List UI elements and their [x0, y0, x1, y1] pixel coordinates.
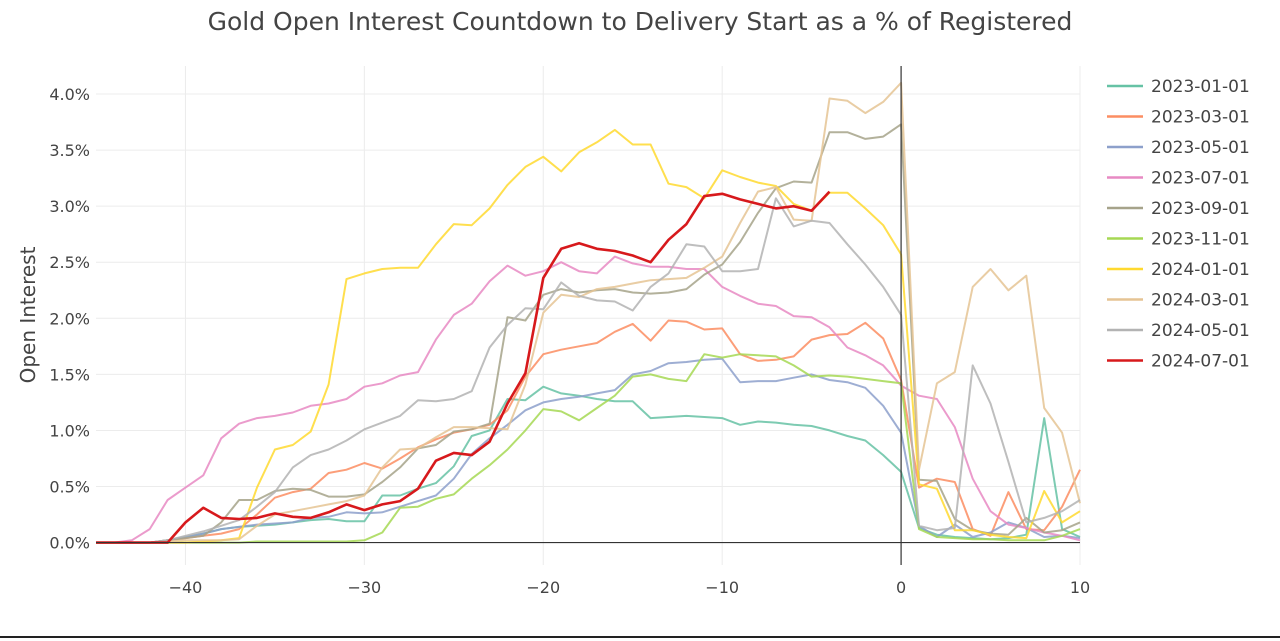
legend-label: 2024-01-01	[1151, 260, 1250, 280]
y-tick-label: 0.5%	[49, 478, 90, 497]
legend-label: 2023-05-01	[1151, 138, 1250, 158]
legend-label: 2024-07-01	[1151, 352, 1250, 372]
legend-item-2023-07-01[interactable]: 2023-07-01	[1107, 169, 1250, 189]
y-tick-label: 3.5%	[49, 141, 90, 160]
legend-label: 2023-03-01	[1151, 108, 1250, 128]
bottom-border	[0, 636, 1280, 638]
axes	[96, 66, 1080, 565]
y-tick-label: 1.5%	[49, 365, 90, 384]
y-tick-label: 0.0%	[49, 534, 90, 553]
legend-item-2023-09-01[interactable]: 2023-09-01	[1107, 199, 1250, 219]
y-tick-label: 2.0%	[49, 309, 90, 328]
series-line-2023-05-01	[96, 357, 1081, 544]
y-axis-ticks: 0.0% 0.5% 1.0% 1.5% 2.0% 2.5% 3.0% 3.5% 4.0%	[49, 85, 90, 553]
y-tick-label: 3.0%	[49, 197, 90, 216]
y-tick-label: 1.0%	[49, 421, 90, 440]
legend-item-2024-05-01[interactable]: 2024-05-01	[1107, 321, 1250, 341]
x-tick-label: 10	[1070, 578, 1090, 597]
legend-label: 2023-07-01	[1151, 169, 1250, 189]
legend-label: 2023-01-01	[1151, 77, 1250, 97]
legend-item-2024-03-01[interactable]: 2024-03-01	[1107, 291, 1250, 311]
x-tick-label: −20	[526, 578, 560, 597]
x-tick-label: −30	[347, 578, 381, 597]
y-tick-label: 4.0%	[49, 85, 90, 104]
grid	[96, 66, 1081, 565]
legend-item-2024-07-01[interactable]: 2024-07-01	[1107, 352, 1250, 372]
series-line-2023-09-01	[96, 123, 1081, 544]
series-line-2024-07-01	[96, 190, 831, 544]
legend-label: 2024-03-01	[1151, 291, 1250, 311]
series-line-2024-03-01	[96, 81, 1081, 544]
series-line-2023-03-01	[96, 319, 1081, 544]
legend-item-2024-01-01[interactable]: 2024-01-01	[1107, 260, 1250, 280]
series-lines	[96, 81, 1081, 544]
legend-label: 2024-05-01	[1151, 321, 1250, 341]
y-axis-label: Open Interest	[16, 246, 40, 383]
legend-item-2023-05-01[interactable]: 2023-05-01	[1107, 138, 1250, 158]
series-line-2023-01-01	[96, 385, 1081, 544]
y-tick-label: 2.5%	[49, 253, 90, 272]
legend-item-2023-03-01[interactable]: 2023-03-01	[1107, 108, 1250, 128]
x-tick-label: −40	[169, 578, 203, 597]
x-tick-label: 0	[896, 578, 906, 597]
series-line-2024-01-01	[96, 128, 1081, 544]
x-axis-ticks: −40 −30 −20 −10 0 10	[169, 578, 1091, 597]
x-tick-label: −10	[705, 578, 739, 597]
legend-item-2023-01-01[interactable]: 2023-01-01	[1107, 77, 1250, 97]
chart-title: Gold Open Interest Countdown to Delivery…	[208, 7, 1073, 36]
legend-item-2023-11-01[interactable]: 2023-11-01	[1107, 230, 1250, 250]
series-line-2023-11-01	[96, 353, 1081, 544]
legend-label: 2023-09-01	[1151, 199, 1250, 219]
legend[interactable]: 2023-01-01 2023-03-01 2023-05-01 2023-07-01…	[1107, 77, 1250, 372]
legend-label: 2023-11-01	[1151, 230, 1250, 250]
series-line-2024-05-01	[96, 197, 1081, 544]
